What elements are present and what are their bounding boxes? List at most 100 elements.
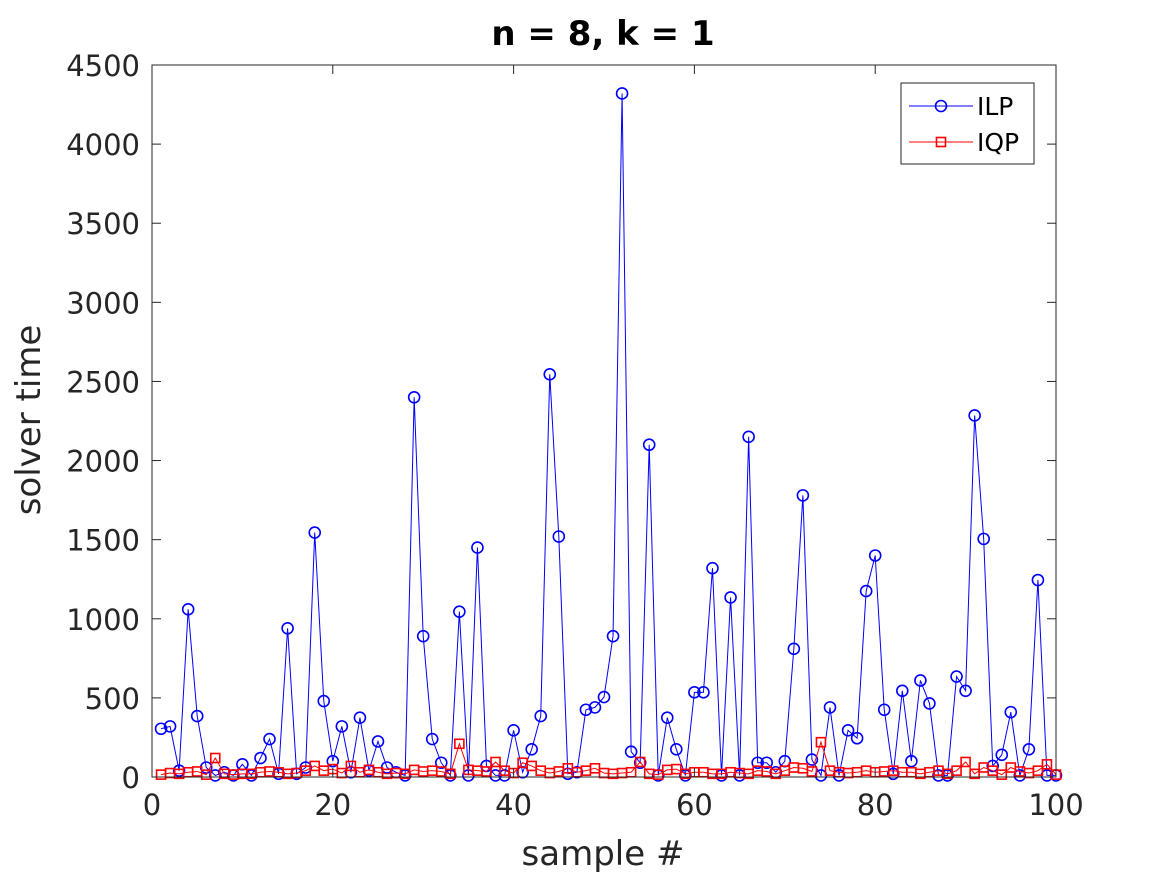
iqp-point <box>1032 765 1044 776</box>
ilp-point <box>525 743 538 756</box>
ilp-point <box>154 722 168 736</box>
ilp-point <box>923 697 936 710</box>
ilp-point <box>172 764 186 777</box>
iqp-point <box>996 769 1008 780</box>
ilp-point <box>877 703 891 717</box>
ilp-point <box>534 709 548 723</box>
y-tick-label: 0 <box>122 761 140 795</box>
ilp-point <box>263 732 276 746</box>
ilp-point <box>760 756 774 770</box>
ilp-point <box>733 769 746 782</box>
ilp-point <box>914 674 927 687</box>
y-tick-label: 500 <box>85 682 140 716</box>
y-tick-label: 2000 <box>66 445 140 479</box>
iqp-point <box>815 736 827 748</box>
ilp-point <box>317 694 331 708</box>
ilp-point <box>859 584 873 598</box>
legend-ilp-marker <box>934 99 948 113</box>
ilp-point <box>498 769 511 782</box>
ilp-point <box>995 748 1009 762</box>
ilp-point <box>805 753 819 766</box>
ilp-point <box>986 759 1000 773</box>
ilp-point <box>697 686 710 699</box>
legend-box <box>900 82 1035 165</box>
ilp-point <box>660 711 674 724</box>
x-tick-label: 80 <box>857 788 894 822</box>
ilp-point <box>751 756 764 770</box>
x-axis-label: sample # <box>522 834 685 874</box>
ilp-point <box>932 769 945 782</box>
ilp-point <box>254 751 267 765</box>
ilp-point <box>308 526 322 539</box>
ilp-point <box>959 684 972 698</box>
ilp-point <box>1004 705 1018 719</box>
iqp-point <box>951 765 962 776</box>
ilp-series-layer <box>154 87 1063 782</box>
ilp-point <box>434 756 448 770</box>
ilp-point <box>543 368 557 381</box>
ilp-point <box>606 629 620 643</box>
ilp-point <box>841 724 855 737</box>
y-tick-label: 2500 <box>66 365 140 399</box>
y-tick-label: 3500 <box>66 207 140 241</box>
iqp-point <box>454 738 465 750</box>
axis-ticks <box>151 64 1057 778</box>
y-axis-label: solver time <box>9 325 49 516</box>
ilp-point <box>823 701 837 714</box>
ilp-point <box>1022 743 1036 756</box>
ilp-point <box>371 735 385 748</box>
x-tick-label: 60 <box>676 788 713 822</box>
iqp-point <box>336 767 348 779</box>
legend-ilp-label: ILP <box>977 92 1013 121</box>
ilp-point <box>896 684 909 698</box>
y-tick-label: 1000 <box>66 603 140 637</box>
ilp-point <box>868 549 882 562</box>
ilp-point <box>353 711 367 724</box>
ilp-point <box>977 532 990 546</box>
tick-labels: 0 20 40 60 80 1000500100015002000250030003500… <box>66 49 1083 822</box>
plot-frame <box>151 64 1057 778</box>
ilp-point <box>597 690 611 704</box>
ilp-point <box>706 561 719 575</box>
iqp-series-layer <box>155 736 1062 780</box>
legend-entry-iqp: IQP <box>909 128 1019 157</box>
ilp-point <box>453 605 466 618</box>
iqp-point <box>345 760 357 772</box>
y-tick-label: 4000 <box>66 128 140 162</box>
ilp-point <box>670 743 683 756</box>
iqp-point <box>209 752 221 764</box>
ilp-point <box>407 390 421 404</box>
y-tick-label: 4500 <box>66 49 140 83</box>
iqp-point <box>445 768 456 780</box>
legend-iqp-label: IQP <box>977 128 1019 157</box>
x-tick-label: 100 <box>1028 788 1083 822</box>
iqp-point <box>481 766 492 777</box>
ilp-series-line <box>160 93 1056 777</box>
ilp-point <box>326 754 340 768</box>
ilp-point <box>1013 769 1027 782</box>
ilp-point <box>163 720 177 733</box>
iqp-point <box>806 766 818 777</box>
iqp-point <box>960 756 971 768</box>
legend-iqp-marker <box>935 136 947 148</box>
ilp-point <box>642 438 656 452</box>
iqp-point <box>490 756 501 768</box>
ilp-point <box>796 489 810 502</box>
ilp-point <box>886 767 900 781</box>
ilp-point <box>624 745 638 758</box>
ilp-point <box>507 724 520 737</box>
iqp-point <box>634 756 646 768</box>
x-tick-label: 20 <box>314 788 351 822</box>
ilp-point <box>905 754 918 768</box>
chart-title: n = 8, k = 1 <box>491 14 714 54</box>
x-tick-label: 0 <box>143 788 161 822</box>
y-tick-label: 1500 <box>66 524 140 558</box>
ilp-point <box>579 703 593 717</box>
ilp-point <box>416 629 430 643</box>
ilp-point <box>787 642 801 656</box>
ilp-point <box>588 701 602 714</box>
ilp-point <box>968 409 981 422</box>
ilp-point <box>615 87 629 100</box>
